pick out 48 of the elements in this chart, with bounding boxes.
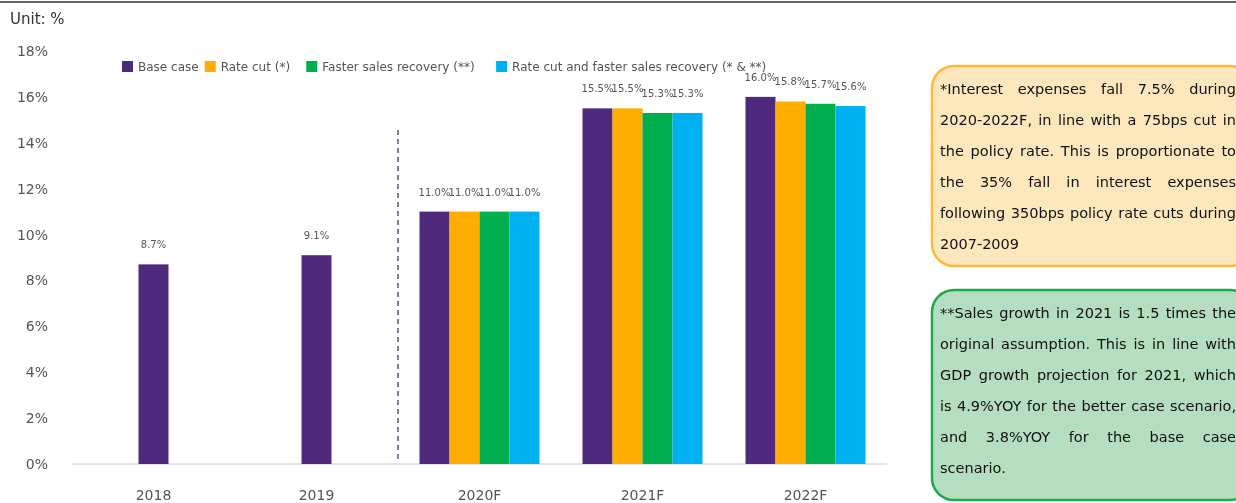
data-label: 15.5% bbox=[581, 83, 614, 95]
text: **Sales growth in 2021 is 1.5 times the original assumption. This is in line with GDP growth projection for 2021, which is 4.9%YOY for the better case scenario, and 3.8%YOY for the base case scenario. bbox=[940, 304, 1236, 478]
bar bbox=[672, 112, 703, 464]
x-tick-label: 2019 bbox=[298, 487, 335, 503]
y-axis-title: Unit: % bbox=[10, 10, 65, 28]
y-tick-label: 10% bbox=[16, 226, 48, 243]
x-tick-label: 2018 bbox=[135, 487, 172, 503]
bar bbox=[582, 108, 613, 464]
y-tick-label: 18% bbox=[16, 43, 48, 59]
data-label: 15.3% bbox=[641, 87, 674, 99]
y-tick-label: 14% bbox=[16, 134, 48, 151]
y-tick-label: 8% bbox=[25, 272, 48, 289]
legend-label: Faster sales recovery (**) bbox=[322, 60, 475, 74]
data-label: 15.8% bbox=[774, 76, 807, 88]
data-label: 15.5% bbox=[611, 83, 644, 95]
y-tick-label: 6% bbox=[25, 318, 48, 335]
data-label: 16.0% bbox=[744, 71, 777, 83]
x-tick-label: 2022F bbox=[783, 487, 828, 503]
legend-label: Rate cut (*) bbox=[220, 60, 291, 74]
data-label: 9.1% bbox=[303, 230, 330, 242]
x-tick-label: 2021F bbox=[620, 487, 665, 503]
text: *Interest expenses fall 7.5% during 2020-2022F, in line with a 75bps cut in the policy rate. This is proportionate to the 35% fall in interest expenses following 350bps policy rate cuts during 2007-2009 bbox=[940, 80, 1236, 254]
bar bbox=[805, 103, 836, 464]
bar bbox=[449, 211, 480, 464]
bar bbox=[509, 211, 540, 464]
y-tick-label: 12% bbox=[16, 180, 48, 197]
legend-label: Base case bbox=[138, 60, 199, 74]
bar bbox=[775, 101, 806, 464]
data-label: 11.0% bbox=[448, 186, 481, 198]
bar bbox=[479, 211, 510, 464]
x-tick-label: 2020F bbox=[457, 487, 502, 503]
bar bbox=[419, 211, 450, 464]
y-tick-label: 16% bbox=[16, 88, 48, 105]
data-label: 8.7% bbox=[140, 239, 167, 251]
data-label: 15.6% bbox=[834, 81, 867, 93]
bar bbox=[612, 108, 643, 464]
bar bbox=[745, 96, 776, 464]
bar bbox=[835, 106, 866, 464]
data-label: 15.3% bbox=[671, 87, 704, 99]
data-label: 11.0% bbox=[418, 186, 451, 198]
bar bbox=[642, 112, 673, 464]
y-tick-label: 2% bbox=[25, 410, 48, 427]
y-tick-label: 0% bbox=[25, 456, 48, 472]
legend-label: Rate cut and faster sales recovery (* & **) bbox=[512, 60, 767, 74]
data-label: 11.0% bbox=[478, 186, 511, 198]
data-label: 15.7% bbox=[804, 78, 837, 90]
y-tick-label: 4% bbox=[25, 364, 48, 381]
data-label: 11.0% bbox=[508, 186, 541, 198]
